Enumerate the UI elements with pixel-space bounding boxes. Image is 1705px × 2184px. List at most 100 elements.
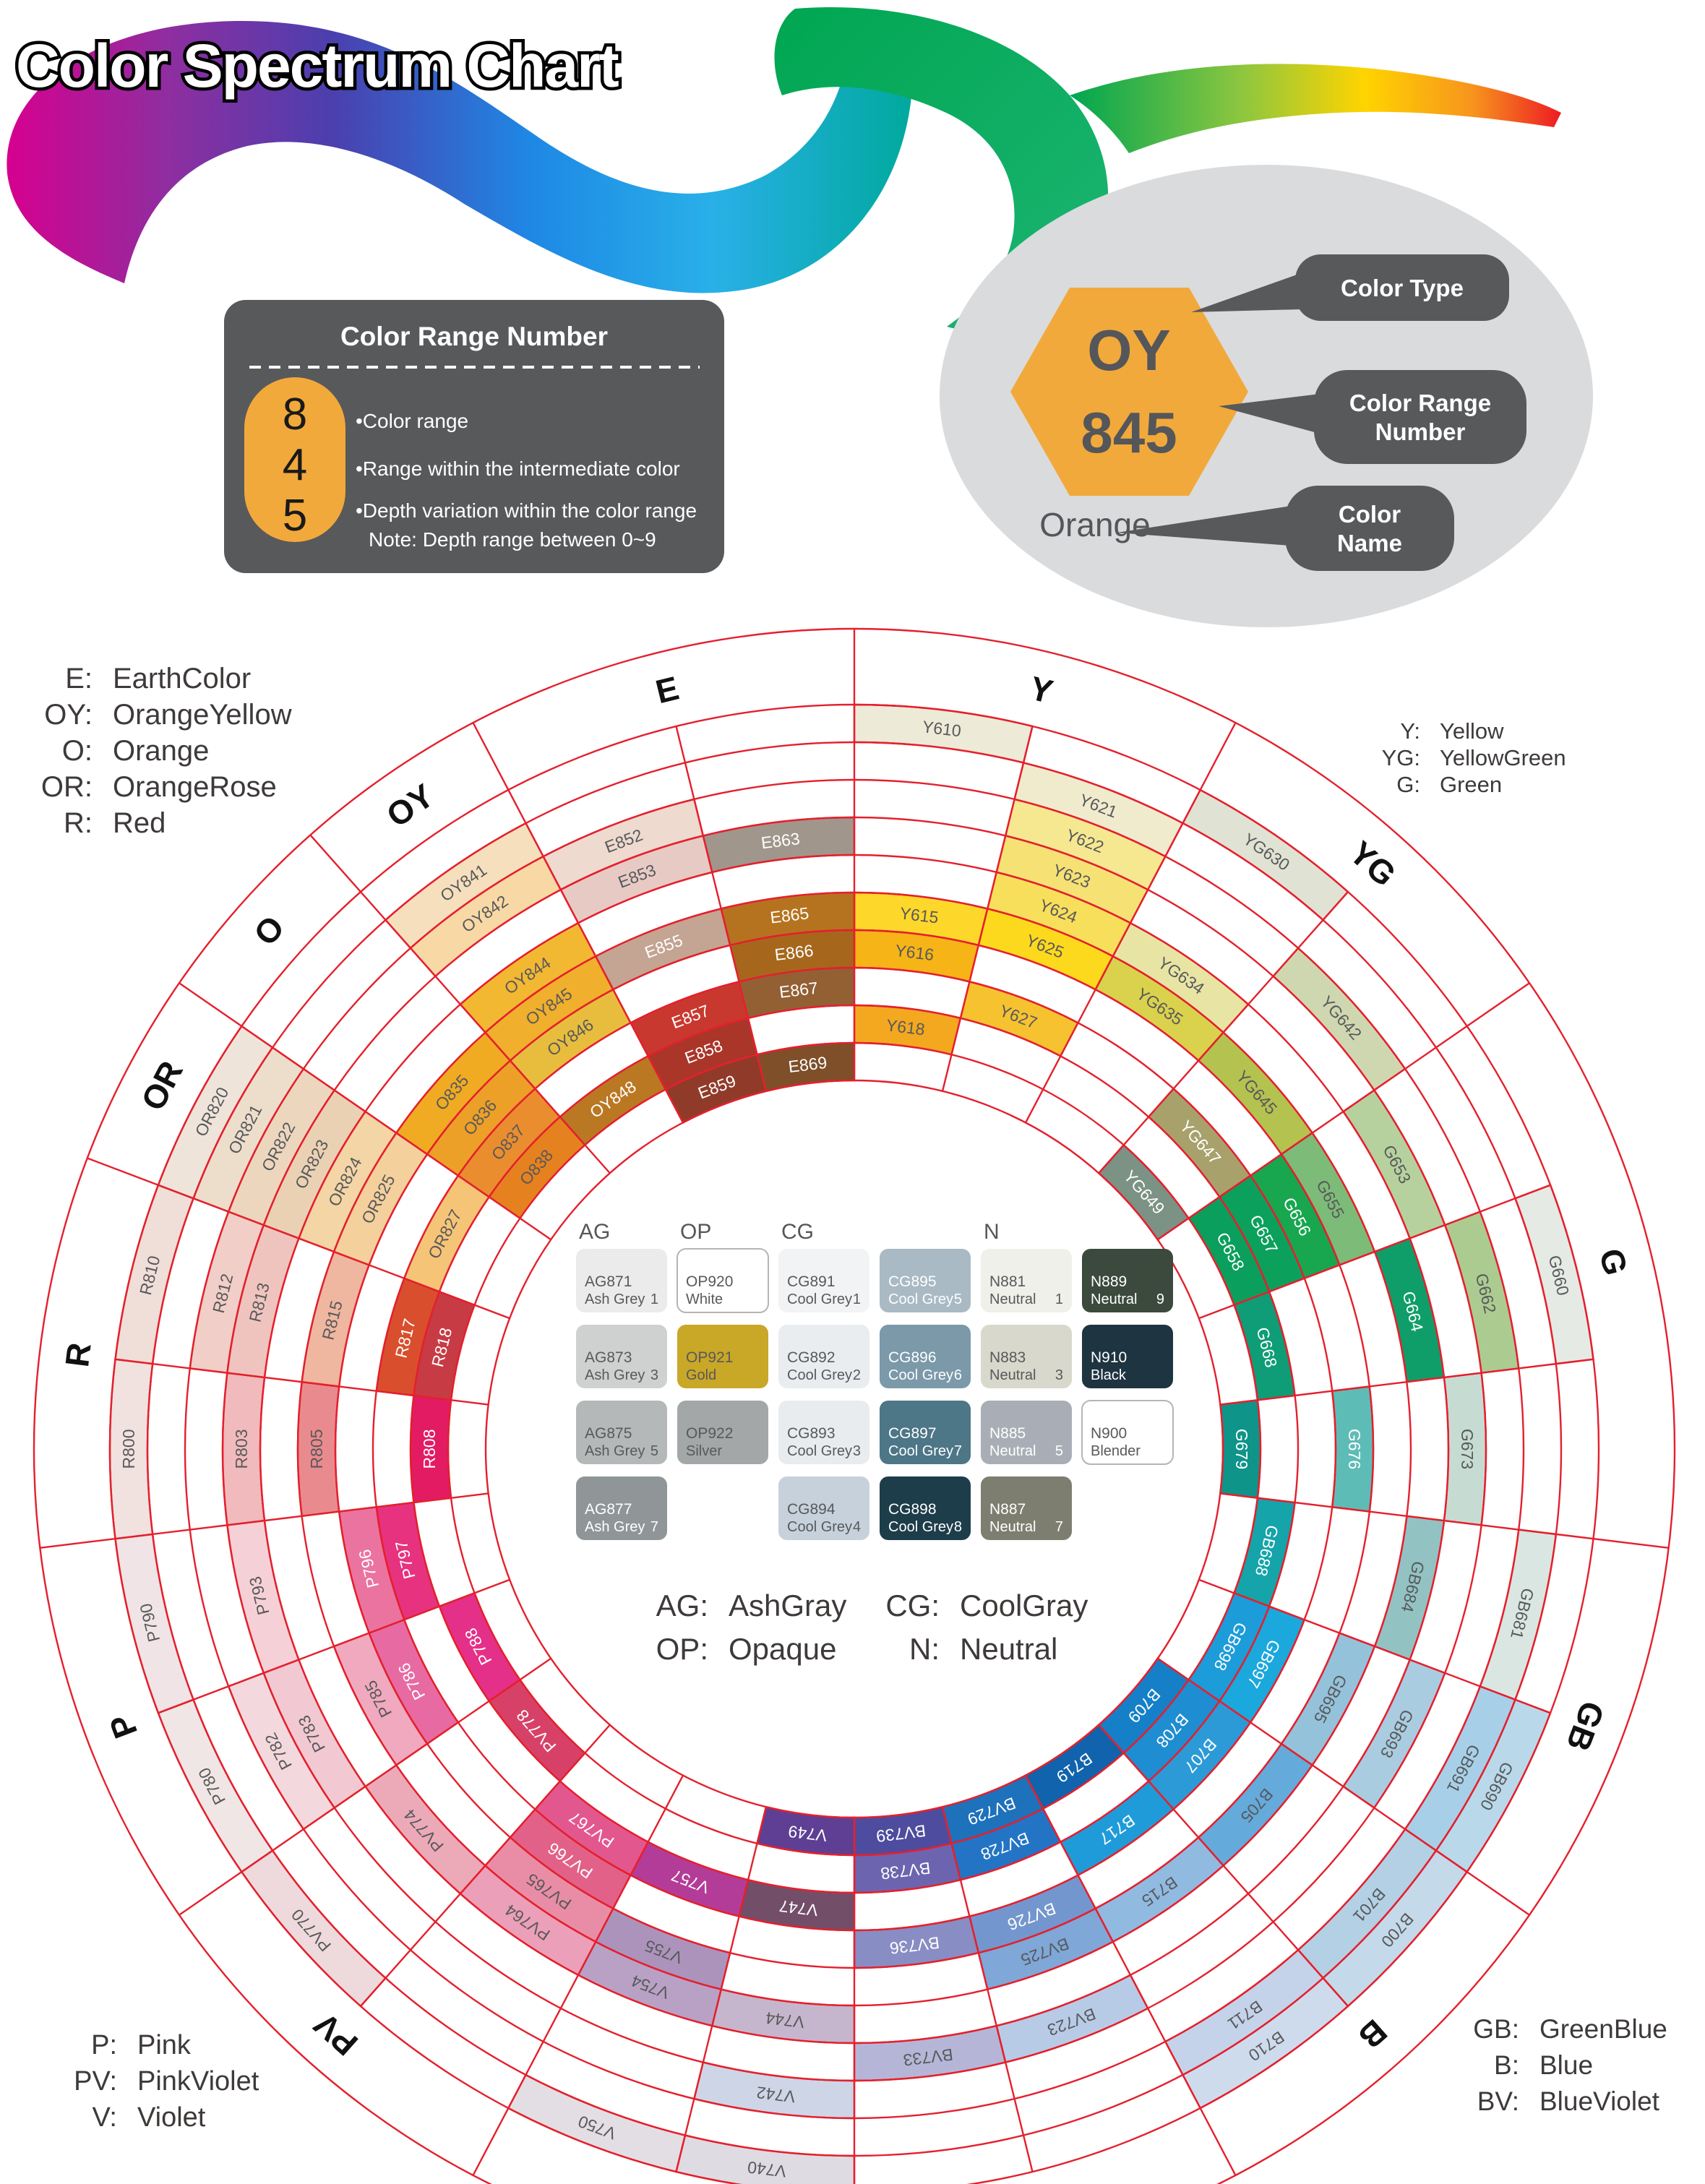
wheel-cell-label-R803: R803	[232, 1430, 251, 1469]
legend-bottom_right-name-GB: GreenBlue	[1539, 2014, 1667, 2044]
wheel-cell-label-E866: E866	[773, 941, 814, 964]
swatch-N883	[981, 1325, 1072, 1388]
swatch-AG875	[576, 1401, 667, 1464]
column-divider-line	[1220, 1358, 1594, 1406]
sector-label-R: R	[58, 1341, 98, 1369]
legend-bottom_right-abbr-B: B:	[1494, 2050, 1519, 2080]
swatch-name-N889: Neutral	[1091, 1291, 1137, 1307]
callout-label-1-line-0: Color Range	[1349, 390, 1491, 416]
swatch-OP921	[677, 1325, 768, 1388]
swatch-code-N900: N900	[1091, 1425, 1127, 1442]
swatch-N889	[1082, 1249, 1173, 1312]
swatch-code-OP921: OP921	[686, 1349, 733, 1366]
bullet-color-range: •Color range	[356, 410, 468, 432]
column-divider-line	[1198, 1184, 1551, 1320]
wheel-cell-label-E863: E863	[760, 829, 801, 852]
legend-top_right-name-G: Green	[1440, 772, 1502, 797]
palette-legend-name-OP: Opaque	[729, 1632, 836, 1666]
sector-label-YG: YG	[1342, 834, 1403, 894]
legend-top_left-name-O: Orange	[113, 735, 209, 767]
wheel-cell-label-E867: E867	[778, 979, 819, 1002]
swatch-code-N889: N889	[1091, 1273, 1127, 1290]
column-divider-line	[360, 1724, 611, 2007]
legend-top_right-abbr-YG: YG:	[1382, 745, 1420, 770]
legend-top_left-abbr-O: O:	[62, 735, 93, 767]
legend-box-title: Color Range Number	[340, 322, 608, 351]
swatch-code-CG892: CG892	[787, 1349, 836, 1366]
swatch-name-OP922: Silver	[686, 1443, 722, 1459]
swatch-num-N883: 3	[1055, 1367, 1063, 1383]
callout-tail-2	[1117, 506, 1291, 546]
legend-bottom_right-name-BV: BlueViolet	[1539, 2086, 1660, 2116]
page-title: Color Spectrum Chart	[16, 32, 619, 100]
legend-bottom_right-abbr-GB: GB:	[1473, 2014, 1519, 2044]
swatch-code-N883: N883	[989, 1349, 1026, 1366]
legend-bottom_right-abbr-BV: BV:	[1477, 2086, 1519, 2116]
swatch-code-CG896: CG896	[888, 1349, 937, 1366]
swatch-CG894	[778, 1476, 869, 1540]
swoosh-ribbon-left	[7, 21, 912, 293]
palette-legend-abbr-OP: OP:	[656, 1632, 708, 1666]
column-divider-line	[675, 726, 768, 1092]
sector-label-PV: PV	[306, 2005, 365, 2063]
sector-boundary-line	[472, 722, 684, 1123]
sector-boundary-line	[309, 834, 611, 1174]
legend-bottom_left-abbr-P: P:	[91, 2030, 117, 2060]
palette-header-N: N	[984, 1220, 1000, 1244]
digit-8: 8	[283, 390, 307, 439]
swatch-name-CG896: Cool Grey	[888, 1367, 953, 1383]
sector-label-B: B	[1352, 2012, 1394, 2056]
column-divider-line	[941, 726, 1034, 1092]
wheel-cell-label-G679: G679	[1232, 1429, 1251, 1469]
swatch-num-N885: 5	[1055, 1443, 1063, 1459]
swatch-CG895	[880, 1249, 971, 1312]
sector-boundary-line	[1157, 982, 1530, 1241]
swatch-code-OP922: OP922	[686, 1425, 733, 1442]
wheel-cell-label-V749: V749	[787, 1822, 828, 1845]
sector-boundary-line	[472, 1775, 684, 2176]
swatch-num-AG875: 5	[650, 1443, 658, 1459]
wheel-cell-label-E865: E865	[769, 903, 809, 927]
wheel-cell-label-Y618: Y618	[885, 1015, 926, 1039]
wheel-cell-label-R808: R808	[420, 1430, 439, 1469]
legend-top_right-name-Y: Yellow	[1440, 718, 1504, 744]
palette-legend-abbr-AG: AG:	[656, 1588, 708, 1622]
swatch-num-CG897: 7	[954, 1443, 962, 1459]
swatch-name-OP921: Gold	[686, 1367, 716, 1383]
legend-top_left-name-OY: OrangeYellow	[113, 699, 292, 731]
column-divider-line	[941, 1806, 1034, 2172]
column-divider-line	[115, 1358, 489, 1406]
swatch-num-CG891: 1	[853, 1291, 861, 1307]
callout-tail-0	[1191, 273, 1301, 312]
bullet-depth: •Depth variation within the color range	[356, 499, 697, 522]
swatch-num-AG871: 1	[650, 1291, 658, 1307]
swatch-num-AG873: 3	[650, 1367, 658, 1383]
legend-top_left-name-E: EarthColor	[113, 663, 251, 695]
palette-header-AG: AG	[579, 1220, 610, 1244]
swoosh-ribbon-tail	[1070, 64, 1561, 153]
sector-label-E: E	[652, 668, 682, 710]
swatch-AG873	[576, 1325, 667, 1388]
bullet-intermediate: •Range within the intermediate color	[356, 457, 680, 480]
swatch-CG897	[880, 1401, 971, 1464]
sector-boundary-line	[1024, 722, 1237, 1123]
callout-tail-1	[1219, 394, 1320, 434]
legend-bottom_left-name-PV: PinkViolet	[137, 2066, 259, 2097]
swatch-CG898	[880, 1476, 971, 1540]
callout-label-0-line-0: Color Type	[1341, 275, 1464, 301]
callout-pill-0	[1295, 254, 1509, 321]
swatch-name-CG898: Cool Grey	[888, 1519, 953, 1535]
legend-box: Color Range Number 8 4 5 •Color range •R…	[224, 300, 724, 573]
bullet-note: Note: Depth range between 0~9	[369, 528, 656, 551]
palette-legend-name-N: Neutral	[960, 1632, 1057, 1666]
swatch-name-OP920: White	[686, 1291, 723, 1307]
swatch-code-CG897: CG897	[888, 1425, 937, 1442]
swatch-code-CG898: CG898	[888, 1501, 937, 1518]
swatch-CG892	[778, 1325, 869, 1388]
example-range-number: 845	[1081, 400, 1177, 465]
legend-bottom_left-abbr-V: V:	[93, 2102, 118, 2133]
swatch-num-CG895: 5	[954, 1291, 962, 1307]
swatch-name-AG871: Ash Grey	[585, 1291, 645, 1307]
palette-legend-abbr-CG: CG:	[885, 1588, 940, 1622]
legend-bottom_right-name-B: Blue	[1539, 2050, 1593, 2080]
